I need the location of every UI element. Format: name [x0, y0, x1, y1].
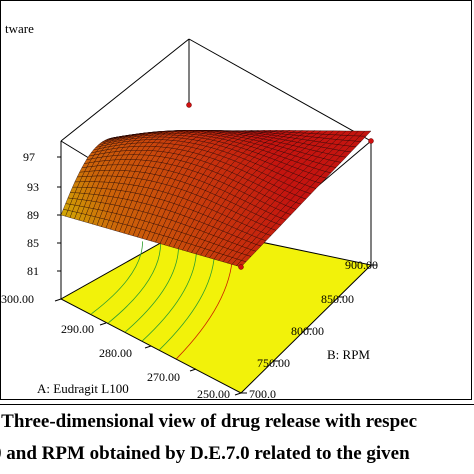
floor-contour-line [142, 247, 197, 342]
design-point [238, 264, 244, 270]
design-point [186, 102, 192, 108]
caption-line: . Three-dimensional view of drug release… [0, 411, 418, 432]
floor-contour-line [108, 243, 161, 324]
x-axis-title: A: Eudragit L100 [37, 381, 129, 396]
design-point [368, 138, 374, 144]
rpm-tick-label: 850.00 [321, 292, 354, 306]
eud-tick-mark [234, 392, 242, 396]
z-tick-label: 97 [23, 150, 35, 164]
eud-tick-label: 270.00 [147, 370, 180, 384]
response-surface-plot: 97 93 89 85 81 300.00 290.00 280.00 270.… [1, 21, 378, 401]
rpm-tick-label: 750.00 [257, 356, 290, 370]
top-label: tware [5, 21, 34, 36]
eud-tick-mark [54, 298, 62, 302]
eudragit-axis-ticks [54, 298, 242, 396]
floor-contour-line [125, 245, 179, 333]
figure-panel: 97 93 89 85 81 300.00 290.00 280.00 270.… [0, 0, 472, 401]
box-back-top-right [188, 38, 372, 142]
rpm-tick-label: 700.0 [249, 387, 276, 401]
floor-contour-plane [59, 226, 373, 394]
y-axis-title: B: RPM [327, 347, 370, 362]
eud-tick-mark [144, 345, 152, 349]
eud-tick-mark [99, 322, 107, 326]
eud-tick-label: 280.00 [99, 346, 132, 360]
box-back-top-left [60, 38, 190, 142]
rpm-axis-ticks [241, 264, 377, 394]
eud-tick-label: 290.00 [61, 322, 94, 336]
figure-caption: . Three-dimensional view of drug release… [0, 404, 474, 474]
caption-line: 0 and RPM obtained by D.E.7.0 related to… [0, 443, 410, 464]
floor-contour-line [91, 241, 143, 315]
eud-tick-label: 300.00 [1, 292, 34, 306]
z-tick-label: 93 [27, 180, 39, 194]
response-surface [60, 130, 372, 268]
z-tick-label: 89 [27, 208, 39, 222]
rpm-tick-label: 800.00 [291, 324, 324, 338]
rpm-tick-label: 900.00 [345, 258, 378, 272]
design-point-markers [186, 102, 374, 270]
z-tick-label: 81 [27, 264, 39, 278]
floor-contours [91, 241, 233, 360]
eud-tick-mark [189, 368, 197, 372]
floor-contour-line [159, 249, 215, 351]
z-tick-label: 85 [27, 236, 39, 250]
z-axis [57, 156, 61, 272]
eud-tick-label: 250.00 [197, 387, 230, 401]
